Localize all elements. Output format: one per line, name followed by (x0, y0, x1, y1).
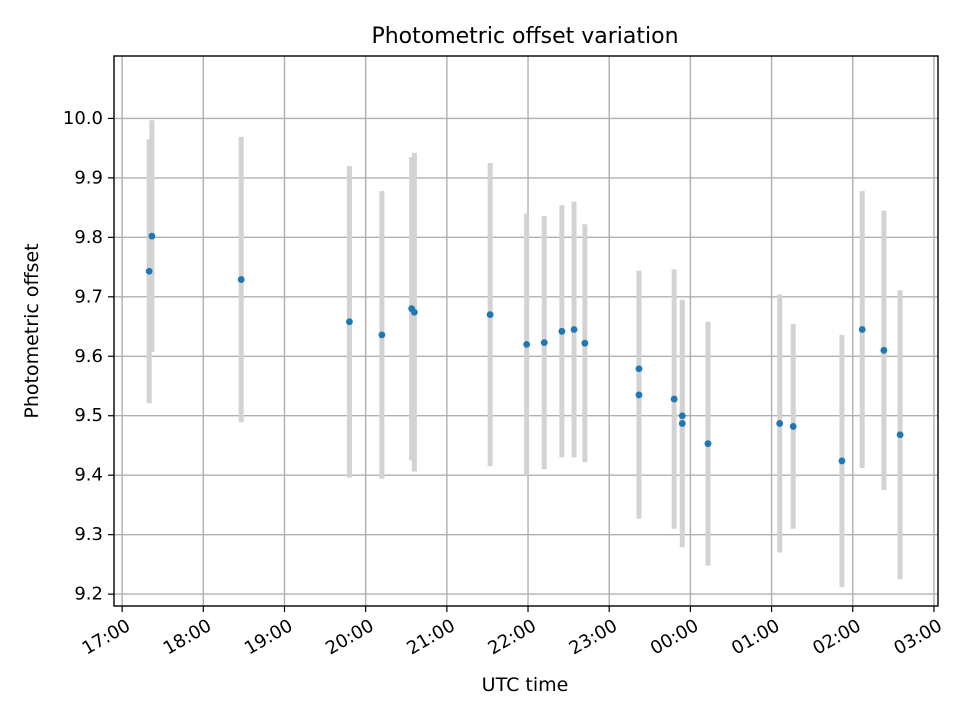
y-tick-label: 9.3 (74, 524, 103, 545)
y-tick-label: 9.4 (74, 465, 103, 486)
data-point (540, 339, 548, 346)
data-point (858, 326, 866, 333)
y-axis-label: Photometric offset (21, 243, 43, 418)
data-point (486, 311, 494, 319)
y-axis-ticks: 9.2 9.3 9.4 9.5 9.6 9.7 9.8 9.9 10.0 (63, 108, 114, 605)
data-point (635, 365, 643, 373)
data-point (776, 420, 784, 427)
y-tick-label: 9.2 (74, 584, 103, 605)
y-tick-label: 9.5 (74, 405, 103, 426)
y-tick-label: 9.8 (74, 227, 103, 248)
data-point (678, 420, 686, 427)
data-point (523, 340, 531, 348)
data-point (838, 457, 846, 465)
data-point (581, 339, 589, 347)
data-point (704, 440, 712, 448)
data-point (145, 267, 153, 275)
data-point (678, 412, 686, 420)
data-point (670, 395, 678, 403)
plot-frame (113, 55, 939, 607)
y-tick-label: 10.0 (63, 108, 103, 129)
data-point (880, 346, 888, 354)
chart-title: Photometric offset variation (371, 24, 678, 49)
data-point (410, 308, 418, 316)
data-point (558, 327, 566, 335)
data-point (635, 391, 643, 399)
y-tick-label: 9.9 (74, 167, 103, 188)
data-point (570, 326, 578, 333)
data-point (346, 318, 353, 326)
data-point (378, 331, 386, 339)
data-point (237, 276, 245, 283)
y-tick-label: 9.6 (74, 346, 103, 367)
y-tick-label: 9.7 (74, 286, 103, 307)
data-point (789, 423, 797, 430)
point-layer (145, 232, 904, 465)
data-point (148, 232, 156, 240)
data-point (896, 431, 904, 439)
grid-layer (114, 56, 938, 606)
x-axis-label: UTC time (482, 674, 569, 696)
